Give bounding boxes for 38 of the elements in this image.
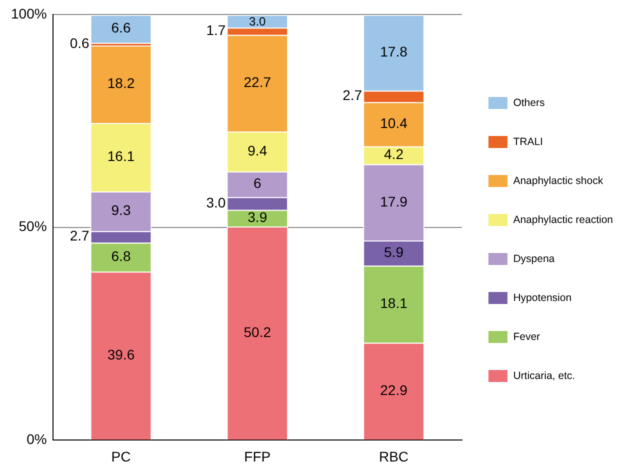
x-tick-label: PC <box>111 448 131 464</box>
data-label: 1.7 <box>206 22 226 38</box>
legend-label: Fever <box>513 330 541 343</box>
data-label: 39.6 <box>107 346 135 362</box>
legend-label: Anaphylactic shock <box>513 174 604 187</box>
data-label: 50.2 <box>244 324 272 340</box>
data-label: 4.2 <box>384 146 404 162</box>
data-label: 9.4 <box>248 142 268 158</box>
legend-label: Hypotension <box>513 292 572 304</box>
x-tick-label: RBC <box>378 448 409 464</box>
y-tick-label: 0% <box>26 431 47 448</box>
data-label: 6.6 <box>111 20 131 36</box>
data-label: 3.0 <box>206 194 226 210</box>
x-tick-label: FFP <box>244 448 271 464</box>
data-label: 17.9 <box>380 193 408 210</box>
data-label: 2.7 <box>342 87 362 104</box>
data-label: 17.8 <box>380 44 408 60</box>
data-label: 3.9 <box>248 209 268 226</box>
data-label: 18.1 <box>380 295 408 312</box>
legend-label: Anaphylactic reaction <box>513 214 614 226</box>
data-label: 10.4 <box>380 115 408 132</box>
data-label: 5.9 <box>384 244 404 260</box>
data-label: 22.9 <box>380 382 408 398</box>
data-label: 6.8 <box>111 248 131 264</box>
y-tick-label: 50% <box>18 218 47 234</box>
data-label: 16.1 <box>107 148 135 164</box>
data-label: 18.2 <box>107 75 135 92</box>
data-label: 9.3 <box>111 202 131 218</box>
data-label: 2.7 <box>70 228 90 244</box>
data-label: 0.6 <box>70 35 90 52</box>
legend-label: Dyspena <box>513 252 555 265</box>
data-label: 22.7 <box>244 74 272 90</box>
legend-label: Others <box>513 96 545 109</box>
legend-label: TRALI <box>513 136 543 148</box>
data-label: 3.0 <box>249 14 266 29</box>
legend-label: Urticaria, etc. <box>513 370 576 382</box>
data-label: 6 <box>253 175 262 192</box>
y-tick-label: 100% <box>10 5 47 22</box>
